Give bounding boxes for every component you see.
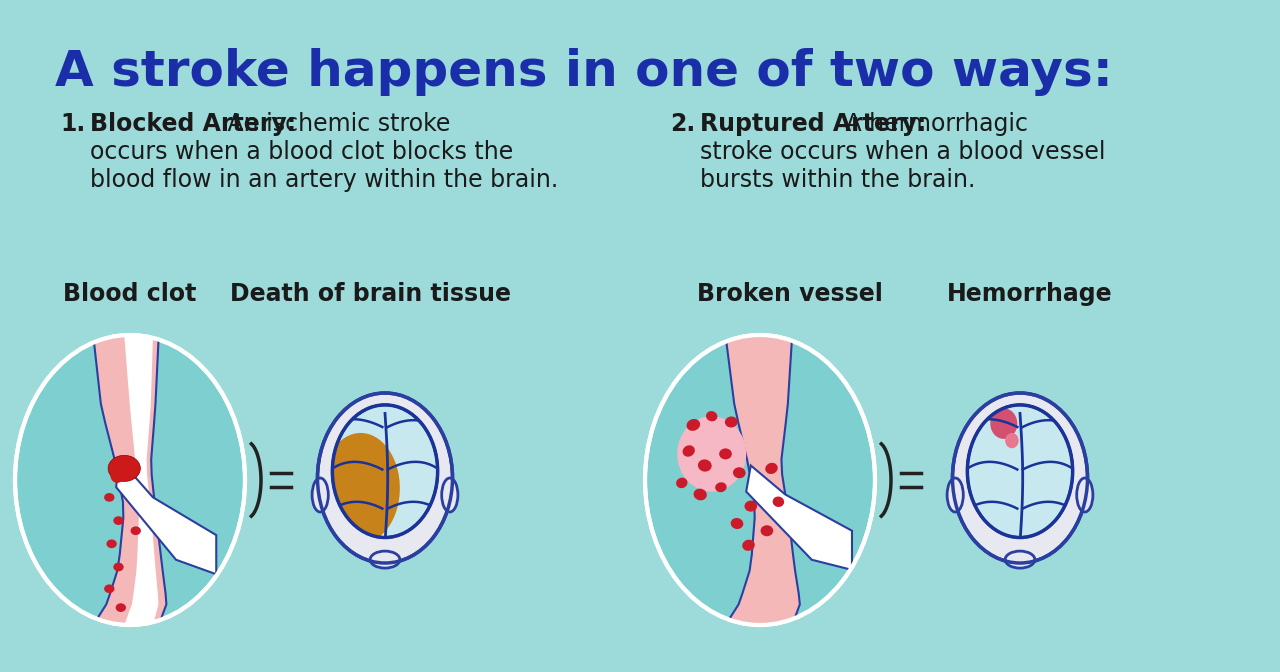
Text: bursts within the brain.: bursts within the brain. [700, 168, 975, 192]
Ellipse shape [110, 468, 124, 483]
Text: Blocked Artery:: Blocked Artery: [90, 112, 296, 136]
Ellipse shape [104, 585, 114, 593]
Ellipse shape [952, 393, 1088, 563]
Text: A hermorrhagic: A hermorrhagic [838, 112, 1028, 136]
Ellipse shape [15, 335, 244, 625]
Ellipse shape [104, 493, 114, 502]
Text: Ruptured Artery:: Ruptured Artery: [700, 112, 927, 136]
Polygon shape [124, 335, 159, 625]
Text: Broken vessel: Broken vessel [698, 282, 883, 306]
Ellipse shape [676, 478, 687, 488]
Ellipse shape [442, 478, 458, 512]
Ellipse shape [1005, 433, 1019, 448]
Ellipse shape [114, 516, 124, 525]
Ellipse shape [106, 540, 116, 548]
Ellipse shape [682, 446, 695, 457]
Ellipse shape [645, 335, 876, 625]
Ellipse shape [731, 518, 744, 529]
Polygon shape [746, 466, 852, 570]
Text: A stroke happens in one of two ways:: A stroke happens in one of two ways: [55, 48, 1112, 96]
Ellipse shape [677, 416, 746, 492]
Ellipse shape [686, 419, 700, 431]
Text: occurs when a blood clot blocks the: occurs when a blood clot blocks the [90, 140, 513, 164]
Ellipse shape [765, 463, 778, 474]
Ellipse shape [965, 405, 1075, 544]
Text: Hemorrhage: Hemorrhage [947, 282, 1112, 306]
Ellipse shape [716, 482, 727, 492]
Ellipse shape [698, 460, 712, 472]
Ellipse shape [742, 540, 755, 551]
Ellipse shape [773, 497, 785, 507]
Text: An ischemic stroke: An ischemic stroke [220, 112, 451, 136]
Ellipse shape [724, 417, 737, 427]
Ellipse shape [760, 526, 773, 536]
Ellipse shape [745, 501, 756, 511]
Ellipse shape [1076, 478, 1093, 512]
Ellipse shape [312, 478, 328, 512]
Ellipse shape [719, 448, 732, 460]
Ellipse shape [108, 456, 141, 481]
Ellipse shape [1005, 551, 1034, 568]
Ellipse shape [947, 478, 964, 512]
Ellipse shape [330, 405, 440, 544]
Ellipse shape [968, 405, 1073, 538]
Ellipse shape [326, 441, 367, 488]
Polygon shape [726, 335, 800, 625]
Text: Blood clot: Blood clot [63, 282, 197, 306]
Ellipse shape [114, 562, 124, 571]
Ellipse shape [333, 405, 438, 538]
Ellipse shape [321, 433, 399, 544]
Ellipse shape [707, 411, 717, 421]
Polygon shape [93, 335, 166, 625]
Ellipse shape [991, 409, 1018, 439]
Ellipse shape [370, 551, 399, 568]
Ellipse shape [733, 467, 746, 478]
Ellipse shape [694, 489, 707, 501]
Polygon shape [116, 458, 216, 575]
Ellipse shape [131, 526, 141, 535]
Ellipse shape [317, 393, 453, 563]
Text: stroke occurs when a blood vessel: stroke occurs when a blood vessel [700, 140, 1106, 164]
Ellipse shape [115, 603, 125, 612]
Text: 2.: 2. [669, 112, 695, 136]
Text: blood flow in an artery within the brain.: blood flow in an artery within the brain… [90, 168, 558, 192]
Text: Death of brain tissue: Death of brain tissue [229, 282, 511, 306]
Text: 1.: 1. [60, 112, 86, 136]
